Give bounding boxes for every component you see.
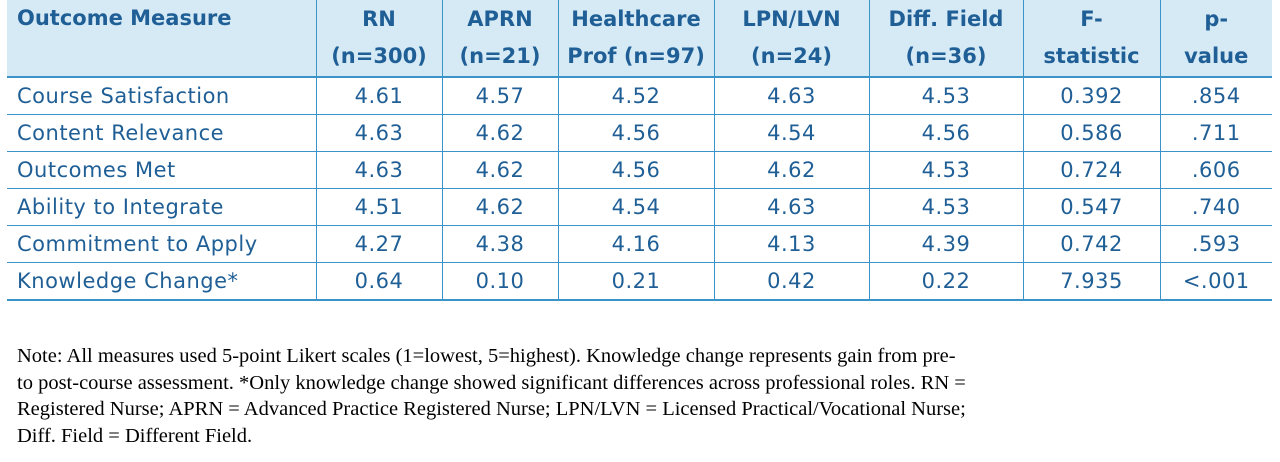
header-diff-field: Diff. Field (n=36): [868, 0, 1024, 78]
header-rn: RN (n=300): [315, 0, 443, 78]
header-line: F-: [1080, 7, 1103, 31]
table-cell: 4.63: [713, 76, 870, 115]
table-cell: .606: [1159, 151, 1272, 189]
table-cell: 4.54: [557, 188, 715, 226]
header-line: (n=300): [331, 44, 427, 68]
table-row: Course Satisfaction 4.61 4.57 4.52 4.63 …: [7, 76, 1272, 115]
table-cell: .740: [1159, 188, 1272, 226]
table-row: Content Relevance 4.63 4.62 4.56 4.54 4.…: [7, 114, 1272, 152]
table-cell: 4.56: [868, 114, 1024, 152]
row-label: Knowledge Change*: [7, 262, 317, 301]
header-aprn: APRN (n=21): [441, 0, 559, 78]
table-cell: 4.63: [315, 151, 443, 189]
row-label: Commitment to Apply: [7, 225, 317, 263]
table-cell: 4.57: [441, 76, 559, 115]
table-cell: 0.547: [1022, 188, 1161, 226]
table-cell: 4.39: [868, 225, 1024, 263]
table-cell: .854: [1159, 76, 1272, 115]
header-line: Prof (n=97): [567, 44, 705, 68]
table-cell: 0.22: [868, 262, 1024, 301]
note-line: Diff. Field = Different Field.: [17, 424, 253, 447]
table-row: Outcomes Met 4.63 4.62 4.56 4.62 4.53 0.…: [7, 151, 1272, 189]
table-cell: 4.53: [868, 76, 1024, 115]
table-note: Note: All measures used 5-point Likert s…: [17, 343, 1275, 449]
table-cell: 4.63: [315, 114, 443, 152]
header-line: APRN: [467, 7, 533, 31]
header-line: p-: [1204, 7, 1229, 31]
header-line: Diff. Field: [888, 7, 1004, 31]
table-cell: 0.742: [1022, 225, 1161, 263]
note-line: Note: All measures used 5-point Likert s…: [17, 345, 956, 367]
table-cell: 0.392: [1022, 76, 1161, 115]
header-line: Healthcare: [571, 7, 701, 31]
row-label: Content Relevance: [7, 114, 317, 152]
table-cell: 4.62: [441, 151, 559, 189]
header-line: LPN/LVN: [742, 7, 841, 31]
row-label: Ability to Integrate: [7, 188, 317, 226]
table-cell: 0.724: [1022, 151, 1161, 189]
table-cell: 0.64: [315, 262, 443, 301]
table-cell: 4.13: [713, 225, 870, 263]
table-cell: 4.56: [557, 114, 715, 152]
table-cell: 4.62: [713, 151, 870, 189]
header-healthcare-prof: Healthcare Prof (n=97): [557, 0, 715, 78]
results-table-container: Outcome Measure RN (n=300) APRN (n=21) H…: [7, 0, 1272, 301]
header-outcome-measure: Outcome Measure: [7, 0, 317, 78]
table-cell: 4.62: [441, 188, 559, 226]
table-row: Knowledge Change* 0.64 0.10 0.21 0.42 0.…: [7, 262, 1272, 301]
header-f-statistic: F- statistic: [1022, 0, 1161, 78]
table-row: Ability to Integrate 4.51 4.62 4.54 4.63…: [7, 188, 1272, 226]
table-cell: 4.53: [868, 188, 1024, 226]
table-cell: 7.935: [1022, 262, 1161, 301]
header-lpn-lvn: LPN/LVN (n=24): [713, 0, 870, 78]
outcome-measures-table: Outcome Measure RN (n=300) APRN (n=21) H…: [7, 0, 1272, 301]
table-cell: .593: [1159, 225, 1272, 263]
table-cell: 4.56: [557, 151, 715, 189]
table-cell: 4.63: [713, 188, 870, 226]
table-cell: <.001: [1159, 262, 1272, 301]
table-header-row: Outcome Measure RN (n=300) APRN (n=21) H…: [7, 0, 1272, 78]
header-line: (n=21): [459, 44, 541, 68]
table-cell: 4.38: [441, 225, 559, 263]
table-cell: .711: [1159, 114, 1272, 152]
table-cell: 4.51: [315, 188, 443, 226]
header-p-value: p- value: [1159, 0, 1272, 78]
note-line: Registered Nurse; APRN = Advanced Practi…: [17, 398, 966, 420]
table-cell: 4.61: [315, 76, 443, 115]
table-cell: 0.21: [557, 262, 715, 301]
table-cell: 0.10: [441, 262, 559, 301]
row-label: Course Satisfaction: [7, 76, 317, 115]
header-line: (n=36): [905, 44, 987, 68]
table-cell: 4.53: [868, 151, 1024, 189]
header-line: (n=24): [751, 44, 832, 68]
table-row: Commitment to Apply 4.27 4.38 4.16 4.13 …: [7, 225, 1272, 263]
table-cell: 4.16: [557, 225, 715, 263]
table-cell: 4.54: [713, 114, 870, 152]
table-cell: 4.27: [315, 225, 443, 263]
header-line: RN: [362, 7, 396, 31]
header-line: Outcome Measure: [17, 6, 232, 30]
header-line: value: [1184, 44, 1249, 68]
table-cell: 0.42: [713, 262, 870, 301]
table-cell: 0.586: [1022, 114, 1161, 152]
note-line: to post-course assessment. *Only knowled…: [17, 371, 966, 394]
row-label: Outcomes Met: [7, 151, 317, 189]
header-line: statistic: [1043, 44, 1140, 68]
table-cell: 4.52: [557, 76, 715, 115]
table-cell: 4.62: [441, 114, 559, 152]
